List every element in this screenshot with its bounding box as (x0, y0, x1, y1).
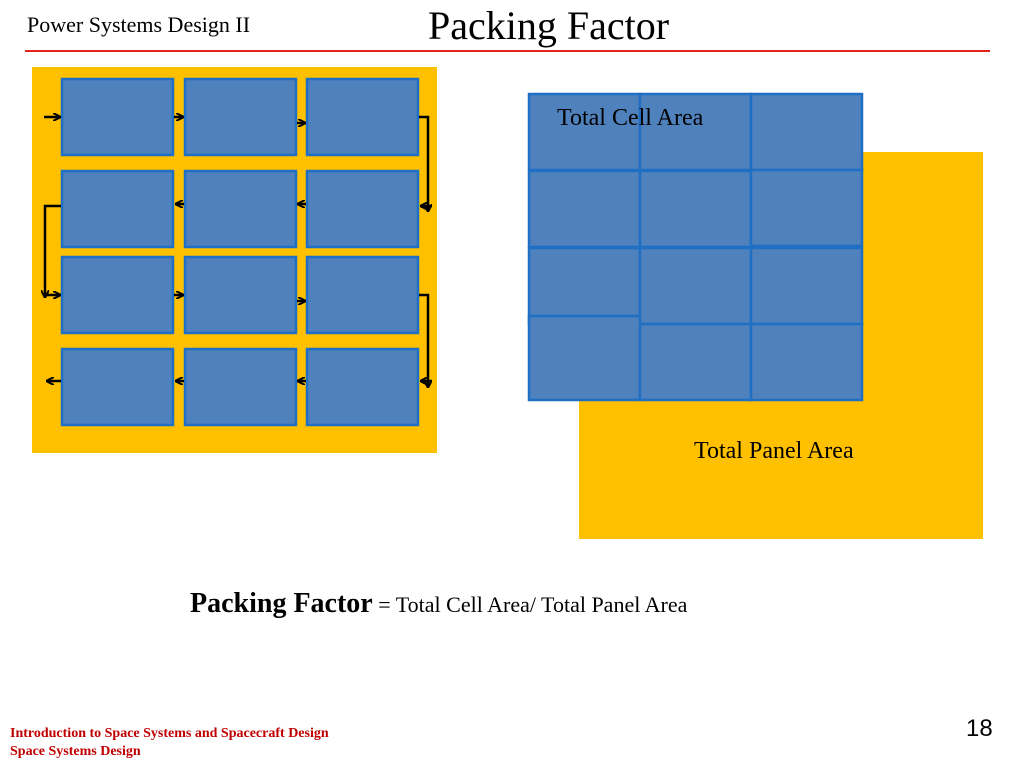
solar-cell (749, 168, 864, 248)
solar-cell (638, 169, 753, 249)
solar-cell (527, 169, 642, 249)
cell-grid-right (527, 92, 864, 402)
total-cell-area-label: Total Cell Area (557, 105, 704, 131)
solar-cell (305, 255, 420, 335)
solar-cell (749, 246, 864, 326)
formula-expression: = Total Cell Area/ Total Panel Area (372, 592, 688, 617)
solar-cell (638, 322, 753, 402)
solar-cell (183, 255, 298, 335)
footer: Introduction to Space Systems and Spacec… (10, 725, 329, 761)
solar-cell (527, 246, 642, 326)
page-number: 18 (966, 715, 993, 742)
cell-grid-left (60, 77, 420, 427)
solar-cell (60, 77, 175, 157)
solar-cell (60, 347, 175, 427)
series-wiring (44, 117, 432, 387)
solar-cell (749, 322, 864, 402)
formula-term: Packing Factor (190, 588, 373, 619)
title-divider (25, 50, 990, 52)
slide-title: Packing Factor (428, 3, 670, 48)
solar-cell (60, 169, 175, 249)
footer-line-1: Introduction to Space Systems and Spacec… (10, 726, 329, 741)
solar-cell (183, 347, 298, 427)
footer-line-2: Space Systems Design (10, 744, 141, 759)
course-name: Power Systems Design II (27, 12, 251, 37)
solar-cell (305, 169, 420, 249)
solar-cell (305, 77, 420, 157)
packing-factor-formula: Packing Factor = Total Cell Area/ Total … (190, 588, 687, 620)
series-panel (32, 67, 437, 453)
solar-cell (183, 169, 298, 249)
solar-cell (60, 255, 175, 335)
solar-cell (638, 246, 753, 326)
total-panel-area-label: Total Panel Area (694, 438, 854, 464)
solar-cell (183, 77, 298, 157)
area-comparison (527, 92, 983, 539)
solar-cell (527, 92, 642, 172)
solar-cell (527, 314, 642, 402)
solar-cell (305, 347, 420, 427)
solar-cell (749, 92, 864, 172)
